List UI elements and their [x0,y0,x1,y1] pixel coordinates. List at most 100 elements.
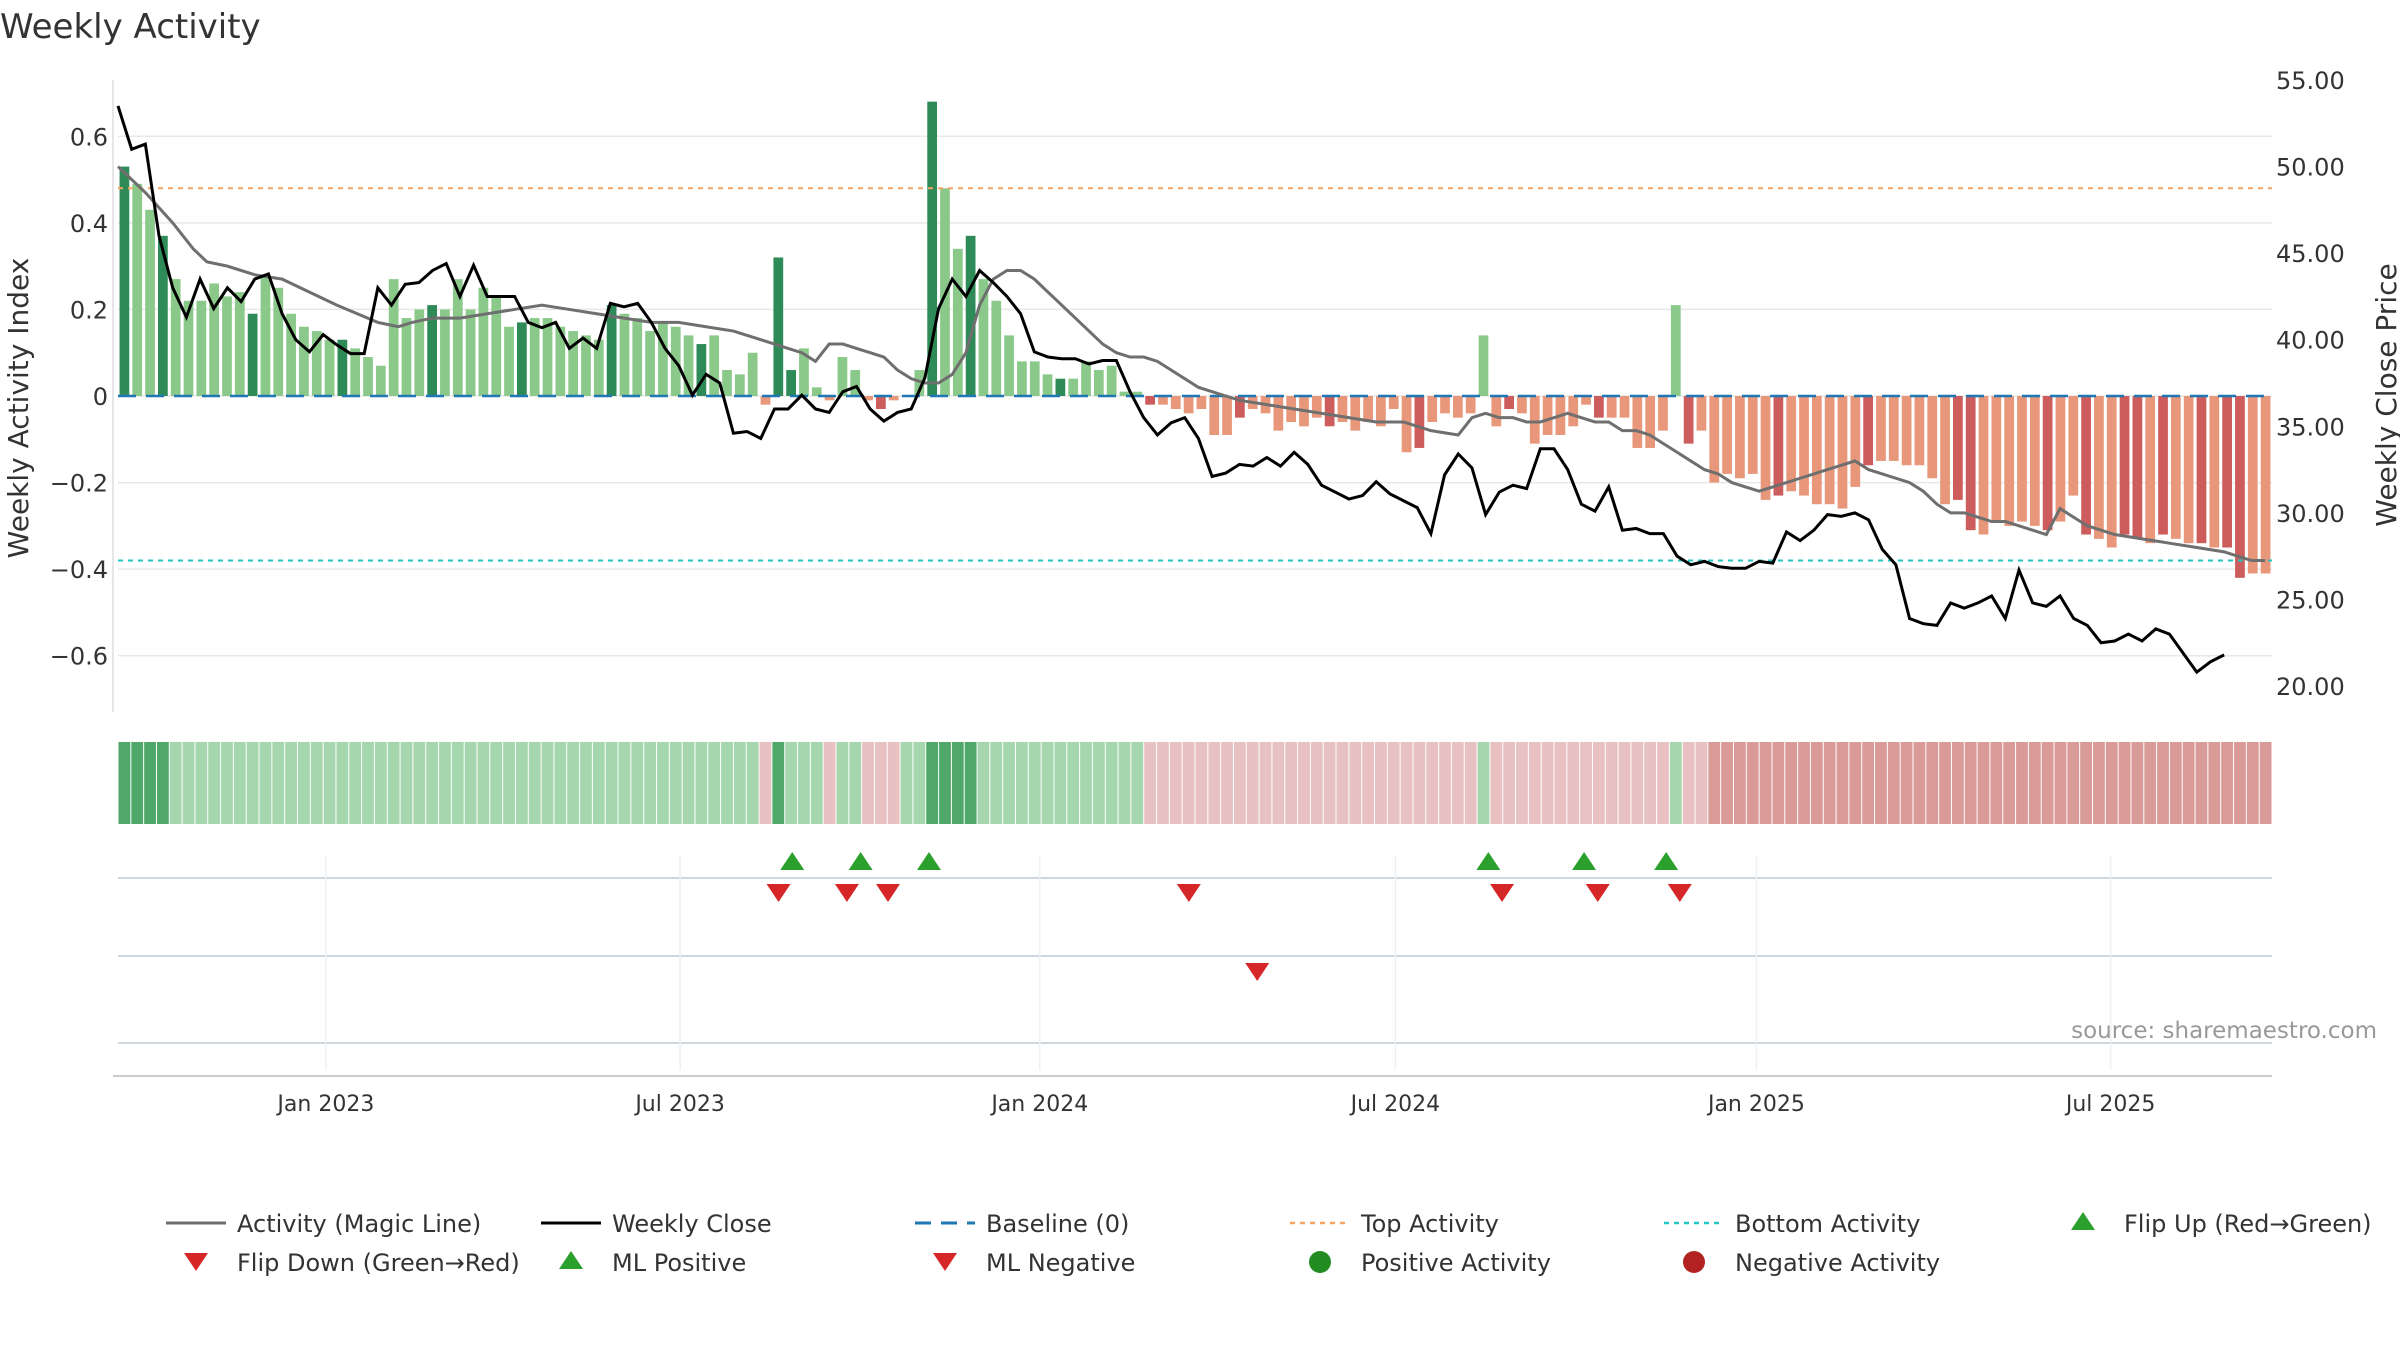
activity-bar [1888,396,1899,461]
activity-bar [1440,396,1450,414]
strip-cell [1605,742,1618,824]
legend-item: Flip Up (Red→Green) [2071,1210,2372,1238]
activity-bar [1055,378,1066,396]
activity-bar [1183,396,1194,414]
strip-cell [1913,742,1926,824]
activity-bar [375,365,386,396]
strip-cell [541,742,554,824]
y2-tick-label: 30.00 [2276,500,2345,528]
activity-bar [2145,396,2156,544]
x-tick-label: Jan 2025 [1706,1092,1805,1117]
activity-bar [324,339,335,396]
strip-cell [2041,742,2054,824]
activity-bar [1619,396,1630,418]
strip-cell [1990,742,2003,824]
activity-bar [260,274,271,396]
strip-cell [849,742,862,824]
strip-cell [1221,742,1233,824]
strip-cell [1503,742,1516,824]
y2-tick-label: 45.00 [2276,240,2345,268]
activity-bar [927,101,938,397]
strip-cell [144,742,156,824]
strip-cell [1900,742,1913,824]
strip-cell [1964,742,1977,824]
activity-bar [478,287,489,396]
strip-cell [2080,742,2092,824]
activity-bar [978,279,989,396]
flip-down-marker [766,884,791,902]
strip-cell [1310,742,1323,824]
activity-bar [299,326,309,396]
activity-bar [145,209,155,396]
y2-tick-label: 40.00 [2276,327,2345,355]
activity-bar [1042,374,1053,396]
strip-cell [362,742,374,824]
legend-swatch [559,1251,583,1269]
strip-cell [503,742,515,824]
activity-bar [888,396,899,401]
strip-cell [1182,742,1195,824]
strip-cell [977,742,990,824]
activity-bar [1927,396,1938,479]
strip-cell [798,742,810,824]
strip-cell [1849,742,1862,824]
flip-down-marker [834,884,859,902]
strip-cell [1259,742,1272,824]
activity-bar [1106,365,1117,396]
strip-cell [1285,742,1298,824]
y-tick-label: 0.2 [70,296,108,324]
strip-cell [2144,742,2157,824]
strip-cell [272,742,285,824]
y-tick-label: −0.6 [50,643,108,671]
activity-bar [286,313,296,396]
activity-bar [2222,396,2232,548]
activity-bar [1670,305,1681,396]
activity-bar [1799,396,1809,496]
activity-bar [363,357,373,396]
flip-down-marker [875,884,900,902]
y-tick-label: 0.6 [70,123,108,151]
strip-cell [2054,742,2067,824]
activity-bar [1542,396,1553,435]
activity-bar [568,331,579,396]
strip-cell [1028,742,1041,824]
activity-bar [1337,396,1348,422]
strip-cell [528,742,541,824]
strip-cell [2118,742,2131,824]
flip-up-marker [780,852,805,870]
strip-cell [118,742,131,824]
strip-cell [900,742,913,824]
activity-bar [427,305,437,396]
strip-cell [1375,742,1387,824]
activity-bar [1594,396,1604,418]
strip-cell [2259,742,2272,824]
activity-bar [401,318,412,396]
activity-bar [696,344,707,396]
strip-cell [1567,742,1580,824]
activity-bar [683,335,694,396]
activity-bar [1773,396,1784,496]
strip-cell [1516,742,1528,824]
strip-cell [1131,742,1144,824]
activity-bar [170,279,181,396]
strip-cell [785,742,798,824]
series-lines [116,105,2266,675]
strip-cell [682,742,695,824]
activity-bar [2183,396,2194,544]
legend-label: Flip Up (Red→Green) [2124,1210,2372,1238]
flip-down-marker [1490,884,1515,902]
activity-bar [1529,396,1540,444]
strip-cell [1272,742,1285,824]
activity-bar [2247,396,2258,574]
legend-label: Flip Down (Green→Red) [237,1249,520,1277]
strip-cell [772,742,785,824]
strip-cell [1439,742,1451,824]
activity-bar [1196,396,1207,409]
strip-cell [1618,742,1631,824]
activity-bar [2042,396,2053,531]
flip-up-marker [1654,852,1679,870]
activity-bar [1760,396,1771,500]
activity-bar [1517,396,1527,414]
activity-bar [1132,391,1143,396]
strip-cell [1836,742,1849,824]
